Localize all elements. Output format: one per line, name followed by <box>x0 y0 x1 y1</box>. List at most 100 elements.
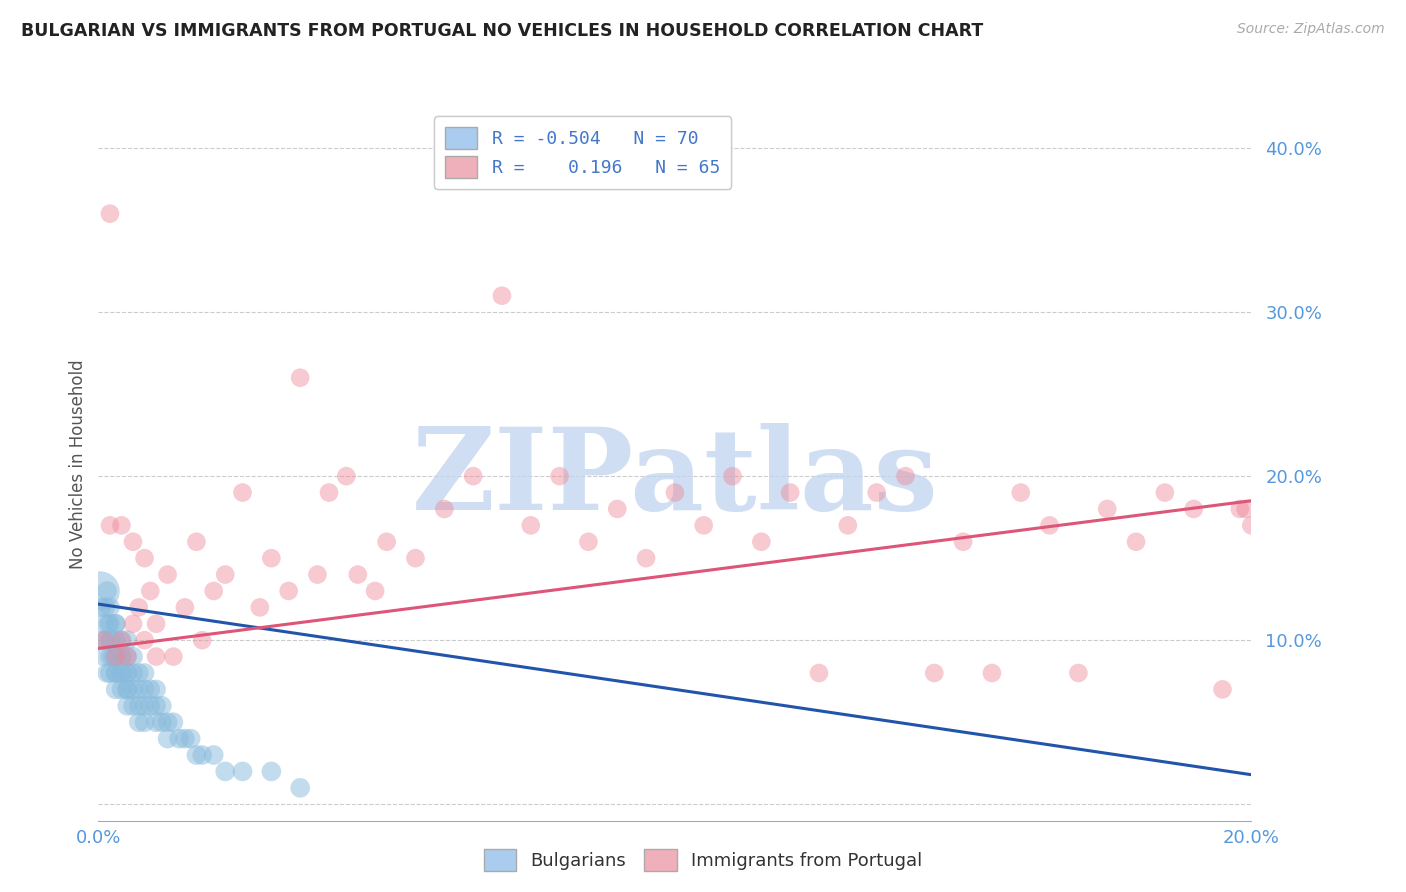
Text: BULGARIAN VS IMMIGRANTS FROM PORTUGAL NO VEHICLES IN HOUSEHOLD CORRELATION CHART: BULGARIAN VS IMMIGRANTS FROM PORTUGAL NO… <box>21 22 983 40</box>
Point <box>1097 502 1119 516</box>
Point <box>952 534 974 549</box>
Point <box>156 731 179 746</box>
Point <box>98 600 121 615</box>
Point <box>104 633 127 648</box>
Point <box>1038 518 1062 533</box>
Point <box>214 567 236 582</box>
Point <box>807 665 830 680</box>
Point <box>110 649 132 664</box>
Point <box>96 665 118 680</box>
Point <box>122 682 145 697</box>
Point <box>117 698 138 713</box>
Point <box>156 567 179 582</box>
Point <box>636 551 658 566</box>
Point <box>98 518 121 533</box>
Point <box>162 715 184 730</box>
Point <box>96 584 118 599</box>
Point <box>134 682 156 697</box>
Point <box>104 616 127 631</box>
Point <box>866 485 889 500</box>
Point <box>117 665 138 680</box>
Point <box>98 207 121 221</box>
Point <box>307 567 329 582</box>
Text: ZIPatlas: ZIPatlas <box>412 423 938 533</box>
Point <box>117 682 138 697</box>
Point <box>180 731 202 746</box>
Point <box>104 682 127 697</box>
Point <box>1067 665 1090 680</box>
Point <box>104 649 127 664</box>
Point <box>110 665 132 680</box>
Point <box>101 649 124 664</box>
Point <box>93 633 115 648</box>
Point <box>93 649 115 664</box>
Point <box>94 600 117 615</box>
Point <box>100 633 122 648</box>
Point <box>117 665 138 680</box>
Point <box>167 731 190 746</box>
Point <box>122 665 145 680</box>
Point <box>110 682 132 697</box>
Point <box>117 682 138 697</box>
Point <box>139 584 162 599</box>
Point <box>578 534 600 549</box>
Point <box>145 715 167 730</box>
Point <box>186 747 208 762</box>
Point <box>117 649 138 664</box>
Point <box>104 665 127 680</box>
Point <box>90 600 112 615</box>
Point <box>128 682 150 697</box>
Point <box>664 485 686 500</box>
Point <box>751 534 773 549</box>
Point <box>134 665 156 680</box>
Point <box>134 698 156 713</box>
Point <box>128 665 150 680</box>
Point <box>1182 502 1205 516</box>
Point <box>110 665 132 680</box>
Point <box>981 665 1004 680</box>
Point <box>150 715 173 730</box>
Point <box>231 485 254 500</box>
Point <box>128 698 150 713</box>
Text: Source: ZipAtlas.com: Source: ZipAtlas.com <box>1237 22 1385 37</box>
Point <box>693 518 716 533</box>
Point <box>122 649 145 664</box>
Point <box>122 534 145 549</box>
Point <box>721 469 744 483</box>
Point <box>405 551 427 566</box>
Point <box>104 616 127 631</box>
Point <box>260 764 283 779</box>
Point <box>145 682 167 697</box>
Point <box>1229 502 1251 516</box>
Point <box>117 649 138 664</box>
Point <box>1010 485 1032 500</box>
Point <box>97 616 120 631</box>
Point <box>335 469 357 483</box>
Point <box>104 665 127 680</box>
Point <box>104 649 127 664</box>
Point <box>277 584 299 599</box>
Point <box>91 633 114 648</box>
Point <box>894 469 917 483</box>
Point <box>139 698 162 713</box>
Point <box>128 600 150 615</box>
Point <box>779 485 801 500</box>
Point <box>89 584 111 599</box>
Point <box>122 698 145 713</box>
Point <box>375 534 398 549</box>
Point <box>145 649 167 664</box>
Point <box>104 649 127 664</box>
Point <box>98 633 121 648</box>
Point <box>145 698 167 713</box>
Point <box>110 518 132 533</box>
Point <box>98 616 121 631</box>
Point <box>174 600 197 615</box>
Point <box>134 551 156 566</box>
Point <box>364 584 387 599</box>
Point <box>1212 682 1234 697</box>
Point <box>128 715 150 730</box>
Point <box>98 665 121 680</box>
Point <box>1153 485 1175 500</box>
Point <box>117 633 138 648</box>
Point <box>1125 534 1147 549</box>
